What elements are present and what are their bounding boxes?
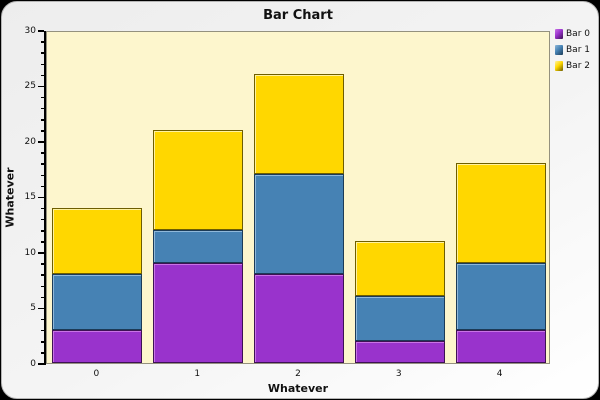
y-tick-label: 20 — [24, 136, 36, 147]
y-minor-tick — [41, 74, 44, 77]
bar-segment-bar-0 — [52, 329, 143, 363]
legend-item-label: Bar 1 — [566, 44, 590, 55]
y-minor-tick — [41, 52, 44, 54]
y-axis-line — [44, 31, 46, 365]
y-major-tick — [38, 30, 44, 32]
y-major-tick — [38, 85, 44, 88]
bar-segment-bar-0 — [153, 263, 244, 363]
x-tick-label: 4 — [496, 369, 503, 379]
y-minor-tick — [41, 207, 44, 210]
y-minor-tick — [41, 352, 44, 354]
legend-swatch-icon — [555, 44, 563, 55]
x-tick-label: 2 — [295, 369, 301, 379]
y-major-tick — [38, 307, 44, 310]
y-minor-tick — [41, 329, 44, 332]
y-major-tick — [38, 196, 44, 199]
chart-title: Bar Chart — [263, 8, 333, 23]
y-minor-tick — [41, 41, 44, 43]
bar-segment-bar-1 — [254, 174, 344, 275]
bar-stack — [153, 129, 244, 363]
y-tick-label: 0 — [30, 358, 36, 369]
y-minor-tick — [41, 152, 44, 154]
bar-segment-bar-0 — [254, 274, 344, 363]
y-minor-tick — [41, 285, 44, 288]
y-major-tick — [38, 141, 44, 143]
bar-segment-bar-2 — [254, 74, 344, 175]
y-tick-label: 15 — [24, 192, 36, 202]
bar-segment-bar-2 — [354, 240, 445, 297]
x-tick-label: 3 — [395, 369, 402, 379]
bar-stack — [354, 240, 445, 363]
y-minor-tick — [41, 107, 44, 110]
y-major-tick — [38, 363, 44, 365]
x-tick-label: 1 — [194, 369, 201, 379]
y-minor-tick — [41, 163, 44, 165]
y-minor-tick — [41, 185, 44, 188]
y-minor-tick — [41, 130, 44, 132]
legend: Bar 0 Bar 1 Bar 2 — [555, 28, 599, 76]
bar-stack — [254, 74, 344, 363]
y-minor-tick — [41, 96, 44, 99]
bar-segment-bar-0 — [354, 340, 445, 363]
bar-stack — [455, 163, 546, 363]
bar-segment-bar-2 — [52, 207, 143, 275]
bar-segment-bar-1 — [455, 263, 546, 330]
bar-segment-bar-0 — [455, 329, 546, 363]
y-minor-tick — [41, 63, 44, 66]
y-minor-tick — [41, 263, 44, 265]
y-minor-tick — [41, 218, 44, 221]
legend-swatch-icon — [555, 60, 563, 71]
y-minor-tick — [41, 341, 44, 343]
bar-segment-bar-1 — [52, 274, 143, 330]
y-minor-tick — [41, 318, 44, 321]
x-axis-title: Whatever — [267, 382, 329, 395]
y-tick-label: 10 — [24, 247, 36, 258]
bar-segment-bar-1 — [153, 229, 244, 264]
y-minor-tick — [41, 274, 44, 276]
y-tick-label: 25 — [24, 81, 36, 91]
legend-item-label: Bar 0 — [566, 28, 590, 39]
plot-area — [46, 31, 550, 364]
x-tick-label: 0 — [93, 369, 100, 379]
y-tick-label: 30 — [24, 25, 36, 36]
y-minor-tick — [41, 296, 44, 299]
bar-segment-bar-1 — [354, 296, 445, 341]
y-minor-tick — [41, 230, 44, 232]
y-minor-tick — [41, 241, 44, 243]
legend-item: Bar 2 — [555, 60, 599, 71]
y-minor-tick — [41, 119, 44, 121]
bar-stack — [52, 207, 143, 363]
bar-segment-bar-2 — [455, 163, 546, 264]
legend-item-label: Bar 2 — [566, 60, 590, 71]
y-major-tick — [38, 252, 44, 254]
legend-swatch-icon — [555, 28, 563, 39]
legend-item: Bar 0 — [555, 28, 599, 39]
bar-segment-bar-2 — [153, 129, 244, 230]
y-tick-label: 5 — [30, 303, 36, 313]
legend-item: Bar 1 — [555, 44, 599, 55]
y-minor-tick — [41, 174, 44, 177]
